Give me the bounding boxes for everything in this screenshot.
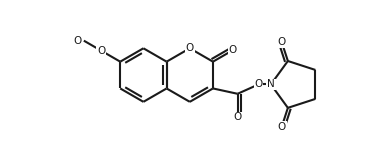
Text: O: O	[97, 46, 105, 56]
Text: O: O	[233, 112, 242, 122]
Text: O: O	[185, 43, 194, 53]
Text: O: O	[97, 46, 105, 56]
Text: O: O	[278, 122, 286, 132]
Text: O: O	[254, 79, 263, 89]
Text: O: O	[228, 45, 237, 55]
Text: N: N	[267, 79, 275, 89]
Text: O: O	[74, 36, 82, 46]
Text: O: O	[278, 37, 286, 47]
